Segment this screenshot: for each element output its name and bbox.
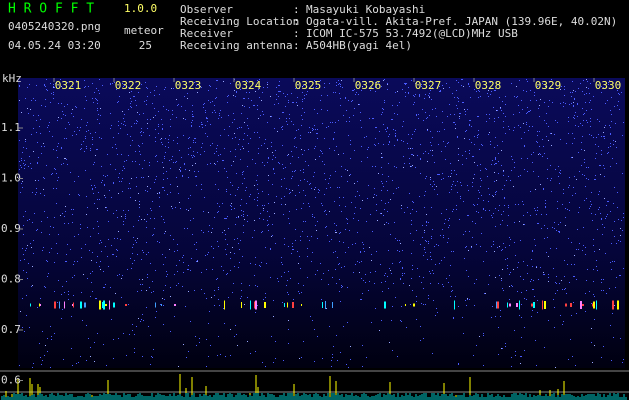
meteor-echo <box>593 301 595 309</box>
freq-label: 1.1 <box>1 121 21 134</box>
freq-label: 0.8 <box>1 273 21 286</box>
meteor-echo <box>516 303 518 307</box>
freq-label: 1.0 <box>1 172 21 185</box>
freq-label: 0.9 <box>1 222 21 235</box>
info-label: Observer <box>180 3 233 16</box>
freq-label: 0.7 <box>1 323 21 336</box>
meteor-echo <box>582 304 584 306</box>
spectrogram-area <box>18 78 625 368</box>
meteor-echo <box>102 302 103 308</box>
file-name: 0405240320.png <box>8 20 101 33</box>
info-value: A504HB(yagi 4el) <box>306 39 412 52</box>
meteor-echo <box>161 304 162 306</box>
time-label: 0326 <box>355 79 382 92</box>
meteor-echo <box>531 303 533 307</box>
freq-label: 0.6 <box>1 374 21 387</box>
meteor-echo <box>570 303 572 307</box>
meteor-echo <box>332 302 333 308</box>
meteor-echo <box>250 300 251 310</box>
info-label: Receiving antenna <box>180 39 293 52</box>
meteor-count: 25 <box>139 39 152 52</box>
info-sep: : <box>293 27 300 40</box>
meteor-echo <box>254 301 255 309</box>
meteor-echo <box>174 304 176 306</box>
info-value: ICOM IC-575 53.7492(@LCD)MHz USB <box>306 27 518 40</box>
meteor-echo <box>30 303 31 307</box>
time-label: 0324 <box>235 79 262 92</box>
meteor-echo <box>105 304 107 306</box>
meteor-echo <box>103 300 105 310</box>
meteor-echo <box>301 304 302 306</box>
meteor-echo <box>72 304 73 306</box>
meteor-echo <box>39 303 40 307</box>
app-name: H R O F F T <box>8 2 94 17</box>
time-label: 0323 <box>175 79 202 92</box>
meteor-echo <box>99 300 101 310</box>
signal-floor <box>1 393 627 400</box>
meteor-echo <box>322 302 323 308</box>
meteor-echo <box>617 300 619 310</box>
meteor-echo <box>54 301 56 309</box>
meteor-echo <box>542 300 543 310</box>
meteor-echo <box>284 303 285 307</box>
time-label: 0321 <box>55 79 82 92</box>
datetime: 04.05.24 03:20 <box>8 39 101 52</box>
info-sep: : <box>293 39 300 52</box>
meteor-echo <box>509 303 511 307</box>
meteor-echo <box>596 300 597 310</box>
meteor-echo <box>580 301 582 309</box>
time-label: 0328 <box>475 79 502 92</box>
meteor-echo <box>612 300 614 310</box>
unit: kHz <box>2 72 22 85</box>
time-label: 0329 <box>535 79 562 92</box>
meteor-echo <box>109 300 110 310</box>
meteor-echo <box>413 303 415 307</box>
meteor-echo <box>565 303 567 307</box>
info-value: Masayuki Kobayashi <box>306 3 425 16</box>
meteor-echo <box>73 302 74 308</box>
meteor-echo <box>519 300 520 310</box>
time-label: 0330 <box>595 79 622 92</box>
time-label: 0322 <box>115 79 142 92</box>
meteor-echo <box>59 301 60 309</box>
meteor-echo <box>287 302 288 308</box>
meteor-echo <box>507 302 508 308</box>
meteor-echo <box>454 300 455 310</box>
info-sep: : <box>293 3 300 16</box>
info-label: Receiving Location <box>180 15 299 28</box>
meteor-echo <box>80 301 82 309</box>
meteor-echo <box>264 302 266 308</box>
info-value: Ogata-vill. Akita-Pref. JAPAN (139.96E, … <box>306 15 617 28</box>
meteor-echo <box>113 302 115 308</box>
info-label: Receiver <box>180 27 233 40</box>
meteor-echo <box>592 303 593 307</box>
meteor-label: meteor <box>124 24 164 37</box>
meteor-echo <box>533 302 535 308</box>
meteor-echo <box>155 302 156 308</box>
meteor-echo <box>496 301 497 309</box>
time-label: 0327 <box>415 79 442 92</box>
meteor-echo <box>224 300 225 310</box>
app-version: 1.0.0 <box>124 2 157 15</box>
meteor-echo <box>125 304 127 306</box>
meteor-echo <box>292 302 294 308</box>
meteor-echo <box>405 304 406 306</box>
meteor-echo <box>64 302 65 308</box>
info-sep: : <box>293 15 300 28</box>
meteor-echo <box>255 300 257 310</box>
meteor-echo <box>325 301 326 309</box>
meteor-echo <box>544 301 546 309</box>
meteor-echo <box>84 302 86 308</box>
time-label: 0325 <box>295 79 322 92</box>
meteor-echo <box>384 301 386 309</box>
meteor-echo <box>497 301 499 309</box>
meteor-echo <box>241 302 242 308</box>
